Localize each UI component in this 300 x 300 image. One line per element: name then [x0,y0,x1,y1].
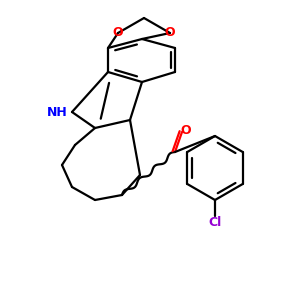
Text: Cl: Cl [208,215,222,229]
Text: NH: NH [47,106,68,118]
Text: O: O [181,124,191,136]
Text: O: O [165,26,175,38]
Text: O: O [113,26,123,38]
